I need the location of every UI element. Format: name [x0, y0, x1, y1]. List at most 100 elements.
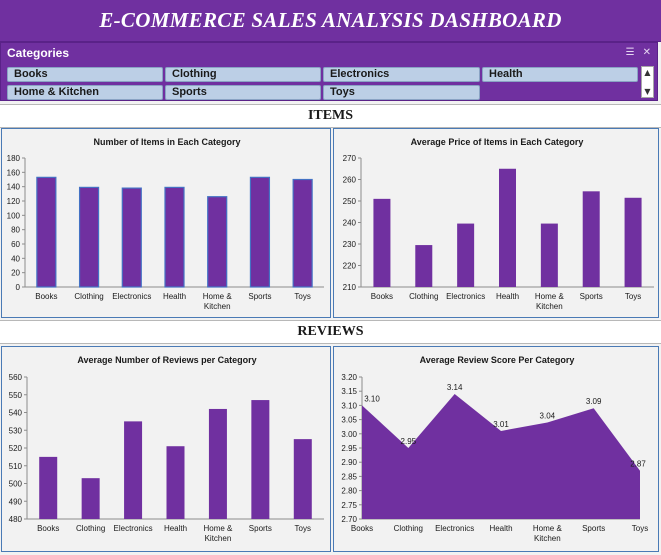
- scroll-down-icon[interactable]: ▼: [644, 87, 651, 96]
- avg-score-chart: Average Review Score Per Category 2.70 2.7…: [341, 355, 648, 543]
- x-tick-label-books: Books: [35, 292, 57, 301]
- y-tick-label: 80: [11, 226, 20, 235]
- y-tick-label: 490: [9, 497, 23, 506]
- data-label-clothing: 2.95: [401, 437, 417, 446]
- y-tick-label: 520: [9, 444, 23, 453]
- x-tick-label-toys: Toys: [294, 292, 310, 301]
- bar-clothing: [415, 245, 433, 287]
- y-tick-label: 230: [343, 240, 357, 249]
- reviews-section-label: REVIEWS: [0, 320, 661, 344]
- bar-sports: [251, 400, 270, 519]
- data-label-books: 3.10: [364, 394, 380, 403]
- y-tick-label: 2.80: [341, 487, 357, 496]
- clear-filter-icon[interactable]: ✕: [642, 47, 651, 58]
- slicer-item-home-kitchen[interactable]: Home & Kitchen: [7, 85, 163, 100]
- x-tick-label-sports: Sports: [249, 524, 272, 533]
- scroll-up-icon[interactable]: ▲: [644, 68, 651, 77]
- x-tick-label-toys: Toys: [632, 524, 648, 533]
- avg-reviews-chart: Average Number of Reviews per Category 48…: [9, 355, 324, 543]
- x-tick-label-health: Health: [496, 292, 519, 301]
- slicer-item-sports[interactable]: Sports: [165, 85, 321, 100]
- y-tick-label: 20: [11, 269, 20, 278]
- y-tick-label: 3.00: [341, 430, 357, 439]
- x-tick-label-electronics: Electronics: [446, 292, 485, 301]
- avg-price-panel: Average Price of Items in Each Category 2…: [333, 128, 659, 318]
- y-tick-label: 0: [16, 283, 21, 292]
- y-tick-label: 3.20: [341, 373, 357, 382]
- x-tick-label-home-and-kitchen: Kitchen: [534, 534, 561, 543]
- x-tick-label-clothing: Clothing: [409, 292, 438, 301]
- x-tick-label-clothing: Clothing: [74, 292, 103, 301]
- items-section-title: ITEMS: [307, 108, 354, 123]
- x-tick-label-electronics: Electronics: [114, 524, 153, 533]
- y-tick-label: 3.10: [341, 401, 357, 410]
- bar-health: [499, 168, 516, 287]
- bar-toys: [292, 178, 313, 288]
- y-tick-label: 3.15: [341, 387, 357, 396]
- bar-clothing: [78, 186, 100, 288]
- avg-score-panel: Average Review Score Per Category 2.70 2.7…: [333, 346, 659, 552]
- bar-electronics: [121, 187, 142, 288]
- slicer-header: Categories: [7, 46, 70, 60]
- category-slicer: Categories ☰ ✕ Books Clothing Electronic…: [0, 42, 658, 101]
- x-tick-label-clothing: Clothing: [394, 524, 423, 533]
- slicer-scrollbar[interactable]: ▲ ▼: [641, 66, 654, 98]
- x-tick-label-sports: Sports: [580, 292, 603, 301]
- slicer-item-books[interactable]: Books: [7, 67, 163, 82]
- data-label-electronics: 3.14: [447, 383, 463, 392]
- y-tick-label: 3.05: [341, 416, 357, 425]
- y-tick-label: 2.90: [341, 458, 357, 467]
- y-tick-label: 40: [11, 254, 20, 263]
- slicer-item-toys[interactable]: Toys: [323, 85, 480, 100]
- slicer-item-clothing[interactable]: Clothing: [165, 67, 321, 82]
- y-tick-label: 560: [9, 373, 23, 382]
- y-tick-label: 510: [9, 462, 23, 471]
- items-count-panel: Number of Items in Each Category 0 20 40 60 8…: [1, 128, 331, 318]
- bar-home-and-kitchen: [208, 408, 227, 519]
- x-tick-label-books: Books: [37, 524, 59, 533]
- x-tick-label-clothing: Clothing: [76, 524, 105, 533]
- x-tick-label-home-and-kitchen: Home &: [533, 524, 563, 533]
- bar-books: [373, 198, 391, 287]
- y-tick-label: 540: [9, 409, 23, 418]
- x-tick-label-home-and-kitchen: Home &: [203, 524, 233, 533]
- x-tick-label-toys: Toys: [295, 524, 311, 533]
- x-tick-label-sports: Sports: [582, 524, 605, 533]
- slicer-item-health[interactable]: Health: [482, 67, 638, 82]
- bar-books: [36, 176, 57, 288]
- multi-select-icon[interactable]: ☰: [625, 47, 635, 58]
- x-tick-label-electronics: Electronics: [435, 524, 474, 533]
- bar-home-and-kitchen: [540, 223, 558, 287]
- x-tick-label-books: Books: [351, 524, 373, 533]
- y-tick-label: 60: [11, 240, 20, 249]
- reviews-section-title: REVIEWS: [297, 324, 364, 339]
- y-tick-label: 2.75: [341, 501, 357, 510]
- bar-sports: [582, 191, 600, 287]
- x-tick-label-home-and-kitchen: Home &: [535, 292, 565, 301]
- bar-health: [164, 186, 185, 288]
- dashboard-title: E-COMMERCE SALES ANALYSIS DASHBOARD: [99, 8, 562, 32]
- x-tick-label-electronics: Electronics: [112, 292, 151, 301]
- bar-electronics: [124, 421, 143, 519]
- chart-title: Average Price of Items in Each Category: [411, 137, 584, 147]
- y-tick-label: 160: [7, 168, 21, 177]
- x-tick-label-books: Books: [371, 292, 393, 301]
- x-tick-label-health: Health: [489, 524, 512, 533]
- x-tick-label-home-and-kitchen: Kitchen: [205, 534, 232, 543]
- items-section-label: ITEMS: [0, 104, 661, 128]
- chart-title: Number of Items in Each Category: [93, 137, 240, 147]
- x-tick-label-home-and-kitchen: Kitchen: [204, 302, 231, 311]
- y-tick-label: 240: [343, 219, 357, 228]
- area-series: [362, 394, 640, 519]
- y-tick-label: 140: [7, 183, 21, 192]
- bar-sports: [249, 176, 271, 288]
- bar-health: [166, 446, 185, 519]
- y-tick-label: 530: [9, 426, 23, 435]
- y-tick-label: 480: [9, 515, 23, 524]
- y-tick-label: 210: [343, 283, 357, 292]
- y-tick-label: 2.95: [341, 444, 357, 453]
- slicer-tools: ☰ ✕: [626, 47, 651, 58]
- x-tick-label-health: Health: [163, 292, 186, 301]
- slicer-item-electronics[interactable]: Electronics: [323, 67, 480, 82]
- title-bar: E-COMMERCE SALES ANALYSIS DASHBOARD: [0, 0, 661, 42]
